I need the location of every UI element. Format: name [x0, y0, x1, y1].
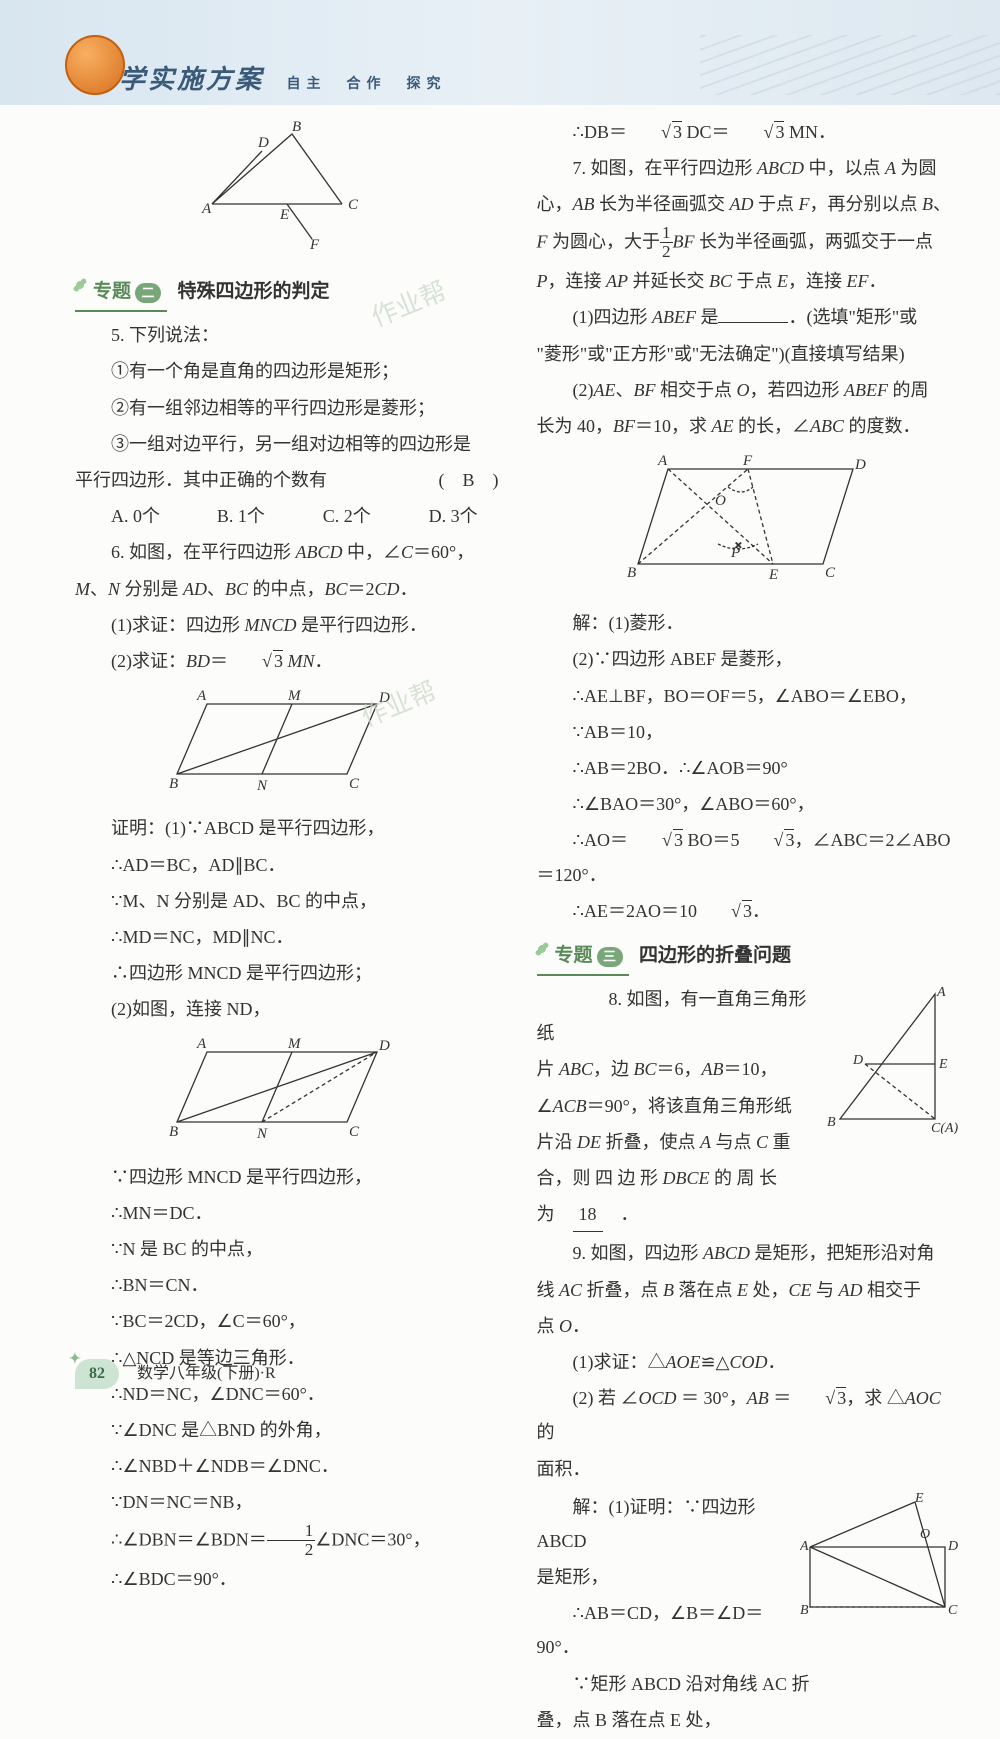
page-number: 82 [75, 1359, 119, 1389]
svg-text:A: A [800, 1539, 809, 1554]
section-heading-3: 专题三 四边形的折叠问题 [537, 930, 961, 980]
section-badge: 二 [135, 283, 161, 303]
left-column: A B C D E F 专题二 特殊四边形的判定 5. 下列说法： ①有一个角是… [75, 113, 499, 1739]
q8-block: A D E B C(A) 8. 如图，有一直角三角形纸 片 ABC，边 BC＝6… [537, 980, 961, 1234]
right-column: ∴DB＝3 DC＝3 MN． 7. 如图，在平行四边形 ABCD 中，以点 A … [537, 113, 961, 1739]
q9-b: 线 AC 折叠，点 B 落在点 E 处，CE 与 AD 相交于 [537, 1273, 961, 1307]
svg-text:A: A [657, 453, 668, 469]
section-heading-2: 专题二 特殊四边形的判定 [75, 266, 499, 316]
figure-mncd-2: A M D B N C [75, 1032, 499, 1153]
svg-text:C(A): C(A) [931, 1121, 959, 1134]
svg-text:D: D [378, 1038, 390, 1054]
q8-e: 合，则 四 边 形 DBCE 的 周 长 [537, 1161, 961, 1195]
svg-text:N: N [256, 1126, 268, 1142]
q7-2b: 长为 40，BF＝10，求 AE 的长，∠ABC 的度数． [537, 409, 961, 443]
solution-6-1: 证明：(1)∵ABCD 是平行四边形， ∴AD＝BC，AD∥BC． ∵M、N 分… [75, 811, 499, 1026]
q8-answer: 18 [573, 1197, 603, 1232]
q7-d: P，连接 AP 并延长交 BC 于点 E，连接 EF． [537, 264, 961, 298]
q7-a: 7. 如图，在平行四边形 ABCD 中，以点 A 为圆 [537, 151, 961, 185]
svg-text:B: B [800, 1603, 809, 1617]
svg-text:B: B [627, 565, 636, 581]
q6-a: 6. 如图，在平行四边形 ABCD 中，∠C＝60°， [75, 535, 499, 569]
svg-text:N: N [256, 778, 268, 794]
q6-b: M、N 分别是 AD、BC 的中点，BC＝2CD． [75, 572, 499, 606]
q5-item3b: 平行四边形．其中正确的个数有 ( B ) [75, 463, 499, 497]
svg-text:C: C [349, 776, 360, 792]
svg-text:D: D [257, 135, 269, 151]
section-tag: 专题二 [75, 274, 167, 312]
section-title: 特殊四边形的判定 [178, 281, 330, 302]
q9-c: 点 O． [537, 1309, 961, 1343]
q6-1: (1)求证：四边形 MNCD 是平行四边形． [75, 608, 499, 642]
q5-item2: ②有一组邻边相等的平行四边形是菱形； [75, 391, 499, 425]
page-header: 导学实施方案 自主 合作 探究 [0, 0, 1000, 105]
svg-text:C: C [825, 565, 836, 581]
q7-c: F 为圆心，大于12BF 长为半径画弧，两弧交于一点 [537, 224, 961, 263]
header-decoration [700, 35, 1000, 95]
header-subtitle: 自主 合作 探究 [287, 77, 447, 92]
q9-2b: 面积． [537, 1452, 961, 1486]
solution-7: 解：(1)菱形． (2)∵四边形 ABEF 是菱形， ∴AE⊥BF，BO＝OF＝… [537, 606, 961, 928]
section-tag: 专题三 [537, 938, 629, 976]
svg-text:B: B [292, 119, 301, 135]
section-title: 四边形的折叠问题 [639, 945, 791, 966]
page-footer: 82 数学八年级(下册)·R [75, 1359, 276, 1389]
svg-text:A: A [196, 1036, 207, 1052]
q5-item1: ①有一个角是直角的四边形是矩形； [75, 354, 499, 388]
svg-text:A: A [936, 985, 946, 1000]
figure-mncd-1: A M D B N C [75, 684, 499, 805]
svg-text:O: O [715, 493, 726, 509]
svg-text:C: C [349, 1124, 360, 1140]
q9-2a: (2) 若 ∠OCD ＝ 30°，AB ＝3，求 △AOC 的 [537, 1381, 961, 1449]
svg-text:B: B [827, 1115, 836, 1130]
q7-b: 心，AB 长为半径画弧交 AD 于点 F，再分别以点 B、 [537, 187, 961, 221]
svg-text:B: B [169, 776, 178, 792]
q9-sol-block: A D B C E O 解：(1)证明：∵四边形 ABCD 是矩形， ∴AB＝C… [537, 1488, 961, 1739]
svg-text:F: F [309, 237, 320, 249]
svg-text:D: D [854, 457, 866, 473]
svg-text:P: P [730, 545, 740, 561]
svg-text:M: M [287, 1036, 302, 1052]
q7-2a: (2)AE、BF 相交于点 O，若四边形 ABEF 的周 [537, 373, 961, 407]
svg-text:F: F [742, 453, 753, 469]
svg-text:E: E [938, 1057, 948, 1072]
q5-item3a: ③一组对边平行，另一组对边相等的四边形是 [75, 427, 499, 461]
svg-text:D: D [852, 1053, 863, 1068]
svg-text:O: O [920, 1527, 930, 1542]
svg-text:D: D [947, 1539, 958, 1554]
svg-text:C: C [948, 1603, 958, 1617]
q5-intro: 5. 下列说法： [75, 318, 499, 352]
section-badge: 三 [597, 947, 623, 967]
q7-1: (1)四边形 ABEF 是．(选填"矩形"或 [537, 300, 961, 334]
svg-text:A: A [201, 201, 212, 217]
q5-options: A. 0个B. 1个 C. 2个D. 3个 [75, 499, 499, 533]
q9-1: (1)求证：△AOE≌△COD． [537, 1345, 961, 1379]
q7-1c: "菱形"或"正方形"或"无法确定")(直接填写结果) [537, 337, 961, 371]
figure-q7: × A F D B E C O P [537, 449, 961, 600]
figure-q8: A D E B C(A) [825, 984, 960, 1145]
svg-text:E: E [914, 1492, 924, 1506]
svg-text:E: E [768, 567, 778, 583]
page-body: A B C D E F 专题二 特殊四边形的判定 5. 下列说法： ①有一个角是… [0, 105, 1000, 1739]
book-label: 数学八年级(下册)·R [137, 1365, 276, 1382]
mascot-icon [65, 35, 125, 95]
figure-q9: A D B C E O [800, 1492, 960, 1628]
sol6-end: ∴DB＝3 DC＝3 MN． [537, 115, 961, 149]
svg-text:B: B [169, 1124, 178, 1140]
figure-triangle-top: A B C D E F [75, 119, 499, 260]
q9-a: 9. 如图，四边形 ABCD 是矩形，把矩形沿对角 [537, 1236, 961, 1270]
svg-text:C: C [348, 197, 359, 213]
svg-text:E: E [279, 207, 289, 223]
svg-text:D: D [378, 690, 390, 706]
q8-f: 为 18 ． [537, 1197, 961, 1232]
svg-text:M: M [287, 688, 302, 704]
svg-text:A: A [196, 688, 207, 704]
q6-2: (2)求证：BD＝3 MN． [75, 644, 499, 678]
